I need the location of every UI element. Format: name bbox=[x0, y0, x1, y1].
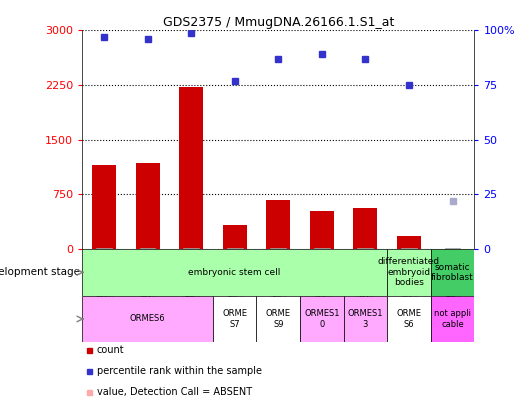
Bar bbox=[387, 296, 431, 342]
Bar bbox=[354, 207, 377, 249]
Bar bbox=[213, 296, 257, 342]
Text: somatic
fibroblast: somatic fibroblast bbox=[431, 263, 474, 282]
Title: GDS2375 / MmugDNA.26166.1.S1_at: GDS2375 / MmugDNA.26166.1.S1_at bbox=[163, 16, 394, 29]
Bar bbox=[257, 296, 300, 342]
Bar bbox=[387, 249, 431, 296]
Text: GSM100004: GSM100004 bbox=[447, 251, 457, 310]
Bar bbox=[300, 296, 343, 342]
Text: GSM100002: GSM100002 bbox=[273, 251, 283, 310]
Text: ORME
S6: ORME S6 bbox=[396, 309, 421, 328]
Text: GSM99998: GSM99998 bbox=[99, 251, 109, 304]
Text: differentiated
embryoid
bodies: differentiated embryoid bodies bbox=[378, 258, 440, 287]
Bar bbox=[82, 249, 387, 296]
Text: embryonic stem cell: embryonic stem cell bbox=[189, 268, 281, 277]
Bar bbox=[431, 249, 474, 296]
Text: ORMES1
0: ORMES1 0 bbox=[304, 309, 340, 328]
Text: value, Detection Call = ABSENT: value, Detection Call = ABSENT bbox=[96, 388, 252, 397]
Bar bbox=[310, 211, 334, 249]
Bar bbox=[431, 296, 474, 342]
Text: development stage: development stage bbox=[0, 267, 80, 277]
Text: GSM100001: GSM100001 bbox=[229, 251, 240, 310]
Text: ORMES1
3: ORMES1 3 bbox=[348, 309, 383, 328]
Bar bbox=[343, 296, 387, 342]
Text: GSM99840: GSM99840 bbox=[404, 251, 414, 304]
Bar bbox=[266, 200, 290, 249]
Text: percentile rank within the sample: percentile rank within the sample bbox=[96, 367, 261, 376]
Bar bbox=[397, 236, 421, 249]
Text: GSM100000: GSM100000 bbox=[186, 251, 196, 310]
Text: ORME
S9: ORME S9 bbox=[266, 309, 291, 328]
Text: GSM99966: GSM99966 bbox=[360, 251, 370, 304]
Bar bbox=[92, 165, 116, 249]
Bar bbox=[136, 163, 160, 249]
Text: GSM99965: GSM99965 bbox=[317, 251, 327, 304]
Text: ORMES6: ORMES6 bbox=[130, 314, 165, 324]
Text: ORME
S7: ORME S7 bbox=[222, 309, 247, 328]
Bar bbox=[223, 225, 246, 249]
Text: not appli
cable: not appli cable bbox=[434, 309, 471, 328]
Bar bbox=[82, 296, 213, 342]
Text: GSM99999: GSM99999 bbox=[143, 251, 153, 304]
Text: count: count bbox=[96, 345, 124, 355]
Bar bbox=[179, 87, 203, 249]
